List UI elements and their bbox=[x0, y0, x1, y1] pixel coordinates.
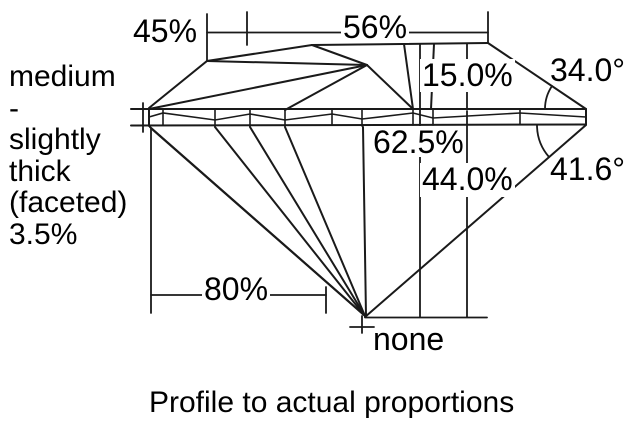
lower-girdle-label: 80% bbox=[202, 271, 271, 307]
culet-label: none bbox=[373, 321, 445, 357]
girdle-line-6: 3.5% bbox=[9, 217, 78, 251]
crown-facets bbox=[148, 43, 435, 111]
girdle-line-1: medium bbox=[9, 60, 116, 93]
total-depth-label: 62.5% bbox=[371, 124, 466, 160]
girdle-line-5: (faceted) bbox=[9, 186, 128, 219]
girdle-line-2: - bbox=[9, 91, 19, 125]
figure-caption: Profile to actual proportions bbox=[149, 386, 515, 419]
girdle-facets bbox=[148, 108, 587, 127]
star-length-label: 45% bbox=[133, 13, 198, 49]
pavilion-depth-label: 44.0% bbox=[420, 161, 515, 197]
pavilion-angle-label: 41.6° bbox=[550, 151, 626, 187]
crown-height-label: 15.0% bbox=[420, 57, 515, 93]
pavilion-facets bbox=[149, 124, 587, 318]
girdle-description: medium - slightly thick (faceted) 3.5% bbox=[9, 61, 127, 250]
girdle-line-4: thick bbox=[9, 154, 71, 188]
table-size-label: 56% bbox=[341, 9, 410, 45]
crown-angle-label: 34.0° bbox=[550, 52, 626, 88]
girdle-line-3: slightly bbox=[9, 123, 101, 156]
angle-arcs bbox=[536, 85, 553, 158]
